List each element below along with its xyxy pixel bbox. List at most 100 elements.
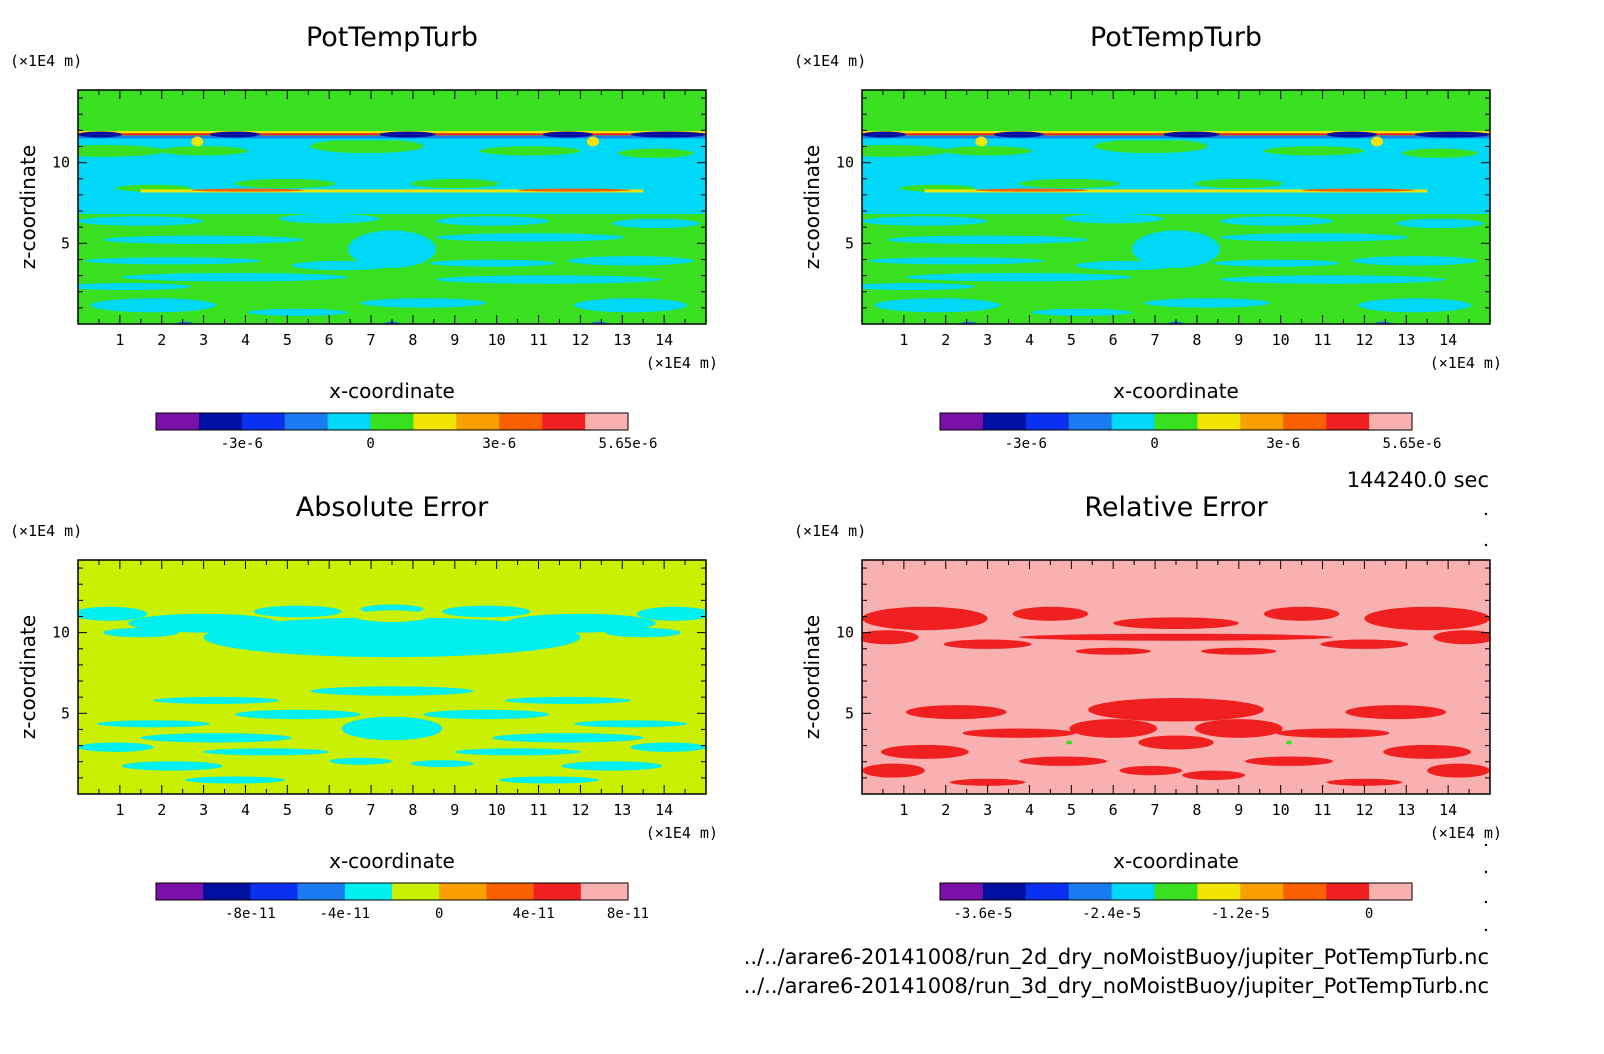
- cyan-streak: [1031, 308, 1133, 316]
- x-tick-label: 14: [1439, 331, 1457, 349]
- cyan-streak: [630, 742, 706, 752]
- colorbar-swatch: [413, 413, 457, 430]
- dot-mark: [1484, 543, 1488, 547]
- red-patch: [1119, 765, 1183, 776]
- cyan-streak: [435, 233, 625, 242]
- y-unit-label: (×1E4 m): [10, 52, 82, 70]
- blue-streak: [630, 131, 706, 138]
- colorbar-swatch: [241, 413, 286, 430]
- file-path: ../../arare6-20141008/run_2d_dry_noMoist…: [744, 945, 1489, 970]
- cyan-patch: [103, 627, 179, 638]
- x-tick-label: 6: [1109, 331, 1118, 349]
- chart-title: PotTempTurb: [1090, 22, 1262, 53]
- x-tick-label: 9: [450, 801, 459, 819]
- blue-streak: [1414, 131, 1490, 138]
- colorbar-frame: [155, 412, 629, 431]
- colorbar-label: 3e-6: [482, 436, 516, 452]
- cyan-streak: [498, 776, 600, 784]
- colorbar-swatch: [456, 413, 500, 430]
- green-patch: [1019, 178, 1120, 189]
- colorbar-label: -3.6e-5: [953, 906, 1012, 922]
- colorbar-swatch: [1283, 883, 1327, 900]
- x-tick-label: 9: [450, 331, 459, 349]
- x-tick-label: 8: [408, 801, 417, 819]
- colorbar-swatch: [1111, 883, 1156, 900]
- colorbar-swatch: [1025, 883, 1070, 900]
- yellow-hole: [354, 610, 430, 623]
- x-tick-label: 5: [1067, 801, 1076, 819]
- red-patch: [1138, 735, 1214, 750]
- chart-panel-2: PotTempTurb(×1E4 m)1 2 3 4 5 6 7 8 9 10 11 12 13 1451…: [794, 22, 1502, 452]
- red-patch: [905, 705, 1007, 720]
- blue-streak: [209, 131, 261, 138]
- y-tick-label: 10: [52, 624, 70, 642]
- cyan-streak: [203, 748, 330, 756]
- cyan-patch: [505, 613, 656, 633]
- colorbar-swatch: [1111, 413, 1156, 430]
- colorbar-swatch: [1025, 413, 1070, 430]
- colorbar-label: 3e-6: [1266, 436, 1300, 452]
- x-axis-label: x-coordinate: [329, 849, 455, 873]
- green-patch: [1094, 139, 1208, 154]
- cyan-streak: [310, 686, 474, 696]
- x-tick-label: 4: [241, 331, 250, 349]
- red-patch: [1113, 617, 1239, 630]
- x-tick-label: 7: [367, 331, 376, 349]
- colorbar-swatch: [1369, 883, 1413, 900]
- cyan-streak: [90, 298, 217, 313]
- cyan-streak: [84, 257, 261, 265]
- red-patch: [949, 778, 1026, 786]
- cyan-streak: [505, 696, 631, 704]
- green-patch: [1194, 178, 1283, 189]
- x-unit-label: (×1E4 m): [646, 354, 718, 372]
- colorbar: -8e-11 -4e-11 0 4e-11 8e-11: [155, 882, 649, 922]
- field-background: [862, 560, 1490, 794]
- green-patch: [78, 144, 166, 157]
- y-unit-label: (×1E4 m): [794, 52, 866, 70]
- colorbar: -3.6e-5 -2.4e-5 -1.2e-5 0: [939, 882, 1413, 922]
- cyan-streak: [1213, 259, 1340, 267]
- x-tick-label: 7: [1151, 801, 1160, 819]
- cyan-streak: [1062, 214, 1164, 224]
- x-unit-label: (×1E4 m): [646, 824, 718, 842]
- colorbar-swatch: [585, 413, 629, 430]
- y-unit-label: (×1E4 m): [794, 522, 866, 540]
- cyan-patch: [222, 634, 286, 649]
- red-patch: [862, 606, 988, 631]
- x-tick-label: 7: [367, 801, 376, 819]
- red-patch: [1019, 633, 1333, 641]
- dot-mark: [1484, 512, 1488, 516]
- red-patch: [862, 630, 919, 645]
- cyan-streak: [291, 260, 393, 271]
- x-tick-label: 11: [1314, 331, 1332, 349]
- cyan-streak: [410, 760, 474, 768]
- x-tick-label: 13: [1397, 801, 1415, 819]
- colorbar-swatch: [297, 883, 346, 900]
- green-patch: [1402, 148, 1478, 158]
- x-tick-label: 2: [941, 801, 950, 819]
- contour-field: [862, 90, 1490, 324]
- chart-title: Relative Error: [1084, 492, 1268, 523]
- y-tick-label: 5: [61, 234, 70, 252]
- y-tick-label: 10: [836, 154, 854, 172]
- cyan-streak: [567, 256, 694, 266]
- colorbar-swatch: [940, 883, 984, 900]
- mid-stripe: [924, 189, 1428, 193]
- colorbar-swatch: [1197, 883, 1241, 900]
- chart-panel-1: PotTempTurb(×1E4 m)1 2 3 4 5 6 7 8 9 10 11 12 13 1451…: [10, 22, 718, 452]
- red-patch: [1012, 606, 1089, 621]
- colorbar-label: 5.65e-6: [598, 436, 657, 452]
- red-patch: [1345, 705, 1447, 720]
- colorbar-swatch: [198, 413, 243, 430]
- x-tick-label: 3: [983, 801, 992, 819]
- x-tick-label: 4: [1025, 801, 1034, 819]
- y-axis-label: z-coordinate: [800, 145, 824, 269]
- x-tick-label: 1: [899, 801, 908, 819]
- x-axis-label: x-coordinate: [329, 379, 455, 403]
- y-axis-label: z-coordinate: [800, 615, 824, 739]
- dot-mark: [1484, 870, 1488, 874]
- y-tick-label: 5: [61, 704, 70, 722]
- cyan-patch: [128, 613, 279, 633]
- cyan-streak: [574, 720, 688, 728]
- colorbar: -3e-6 0 3e-6 5.65e-6: [939, 412, 1442, 452]
